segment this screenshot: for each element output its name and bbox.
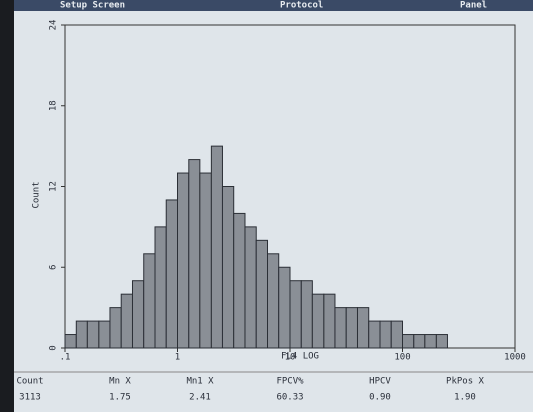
x-tick-label: 10 [285,353,296,363]
menu-bar [14,0,533,11]
y-tick-label: 18 [49,100,59,111]
x-tick-label: 100 [394,353,410,363]
y-tick-label: 12 [49,181,59,192]
stat-value: 0.90 [369,393,391,403]
bar [210,145,223,349]
bar [323,293,336,349]
bar [120,293,133,349]
bar [402,334,415,349]
stat-value: 1.75 [109,393,131,403]
menu-item: Panel [460,1,487,11]
menu-item: Setup Screen [60,1,125,11]
bar [334,307,347,349]
stat-header: Mn X [109,377,131,387]
stat-header: FPCV% [276,377,304,387]
stat-header: Count [16,377,43,387]
stat-value: 1.90 [454,393,476,403]
bar [345,307,358,349]
bar [86,320,100,349]
bar [64,334,77,349]
stat-value: 60.33 [276,393,303,403]
bar [109,307,122,349]
bar [221,186,235,349]
y-tick-label: 24 [49,20,59,31]
bar [233,212,246,349]
bar [300,280,313,349]
y-axis-label: Count [32,181,42,208]
bar [413,334,426,349]
bar [75,320,88,349]
bar [255,239,269,349]
bar [131,280,145,349]
bar [199,172,212,349]
y-tick-label: 6 [49,265,59,270]
x-tick-label: .1 [60,353,71,363]
bar [368,320,381,349]
stat-header: Mn1 X [186,377,214,387]
bar [356,307,370,349]
stat-value: 2.41 [189,393,211,403]
x-tick-label: 1 [175,353,180,363]
bar [98,320,111,349]
bar [188,159,201,349]
bar [244,226,257,349]
bar [267,253,280,349]
screen [14,0,533,412]
x-tick-label: 1000 [504,353,526,363]
x-axis-label: FL4 LOG [281,352,319,362]
bar [165,199,179,349]
bar [154,226,167,349]
bar [177,172,190,349]
bar [379,320,392,349]
bar [143,253,156,349]
bar [390,320,403,349]
bar [424,334,437,349]
y-tick-label: 0 [49,345,59,350]
stat-header: HPCV [369,377,391,387]
stat-value: 3113 [19,393,41,403]
bar [278,266,291,349]
bar [311,293,325,349]
bar [289,280,302,349]
menu: Setup Screen Protocol Panel [60,1,487,11]
stat-header: PkPos X [446,377,485,387]
bar [435,334,448,349]
menu-item: Protocol [280,1,323,11]
